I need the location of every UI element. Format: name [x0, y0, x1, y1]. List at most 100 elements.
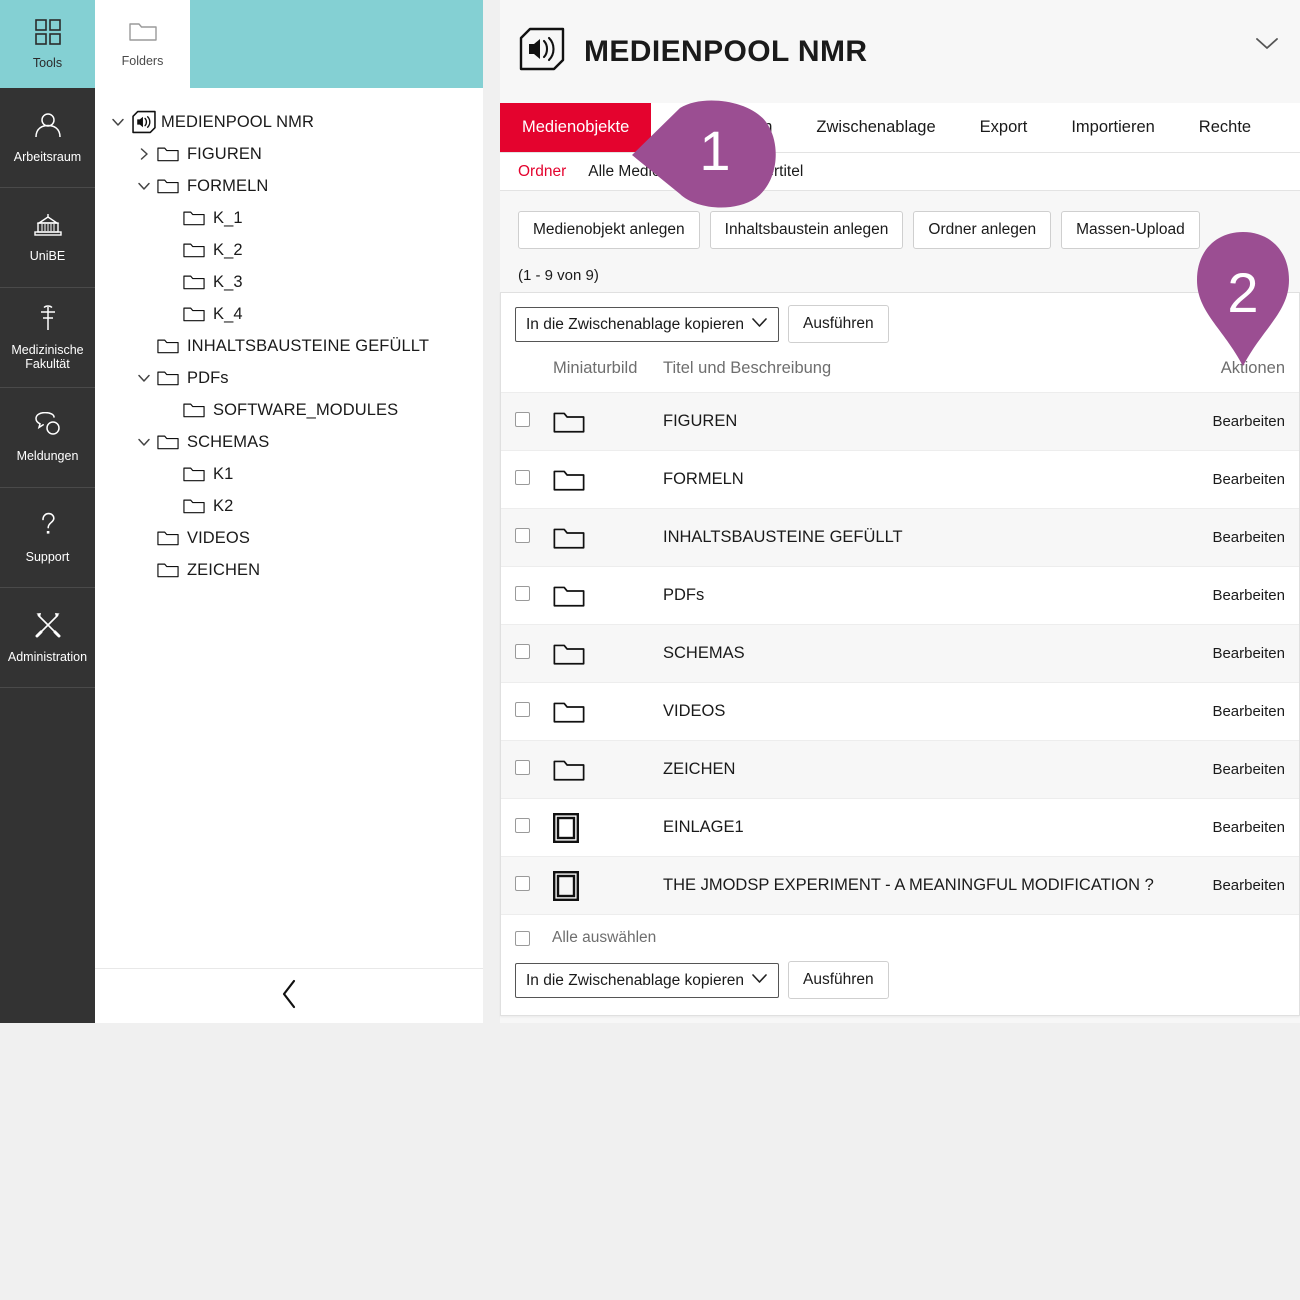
row-title[interactable]: INHALTSBAUSTEINE GEFÜLLT	[663, 528, 903, 546]
row-checkbox[interactable]	[515, 817, 530, 833]
row-checkbox[interactable]	[515, 411, 530, 427]
tab-zwischenablage[interactable]: Zwischenablage	[794, 103, 957, 152]
row-edit-link[interactable]: Bearbeiten	[1212, 471, 1285, 488]
row-edit-link[interactable]: Bearbeiten	[1212, 877, 1285, 894]
tab-export[interactable]: Export	[958, 103, 1050, 152]
tree-node-formeln[interactable]: FORMELN	[95, 170, 483, 202]
row-title[interactable]: FIGUREN	[663, 412, 738, 430]
table-row: INHALTSBAUSTEINE GEFÜLLT Bearbeiten	[501, 508, 1299, 566]
row-title[interactable]: EINLAGE1	[663, 818, 744, 836]
tree-node-label: K_2	[213, 240, 243, 259]
button-inhaltsbaustein-anlegen[interactable]: Inhaltsbaustein anlegen	[709, 211, 904, 249]
tab-rechte[interactable]: Rechte	[1177, 103, 1273, 152]
row-edit-link[interactable]: Bearbeiten	[1212, 587, 1285, 604]
subtab-ordner[interactable]: Ordner	[518, 163, 566, 181]
rail-label-medizinische-fakultaet: Medizinische Fakultät	[11, 343, 84, 371]
row-title[interactable]: ZEICHEN	[663, 760, 736, 778]
rail-item-administration[interactable]: Administration	[0, 588, 95, 688]
tree-node-figuren[interactable]: FIGUREN	[95, 138, 483, 170]
row-checkbox[interactable]	[515, 643, 530, 659]
row-checkbox[interactable]	[515, 585, 530, 601]
row-checkbox[interactable]	[515, 875, 530, 891]
tree-node-videos[interactable]: VIDEOS	[95, 522, 483, 554]
rail-item-arbeitsraum[interactable]: Arbeitsraum	[0, 88, 95, 188]
table-toolbar-top: In die Zwischenablage kopieren Ausführen	[501, 293, 1299, 353]
chevron-down-icon[interactable]	[131, 179, 157, 193]
row-checkbox-cell	[515, 701, 553, 722]
chevron-down-icon[interactable]	[105, 115, 131, 129]
tree-node-k-4[interactable]: K_4	[95, 298, 483, 330]
row-edit-link[interactable]: Bearbeiten	[1212, 819, 1285, 836]
tree-node-pdfs[interactable]: PDFs	[95, 362, 483, 394]
tree-node-zeichen[interactable]: ZEICHEN	[95, 554, 483, 586]
main-tabs: Medienobjekte Einstellungen Zwischenablage…	[500, 103, 1300, 153]
tree-collapse-button[interactable]	[95, 968, 483, 1023]
sub-tabs: Ordner Alle Medienobjekte Untertitel	[500, 153, 1300, 191]
table-row: ZEICHEN Bearbeiten	[501, 740, 1299, 798]
subtab-alle-medienobjekte[interactable]: Alle Medienobjekte	[588, 163, 719, 181]
tree-node-k-2[interactable]: K_2	[95, 234, 483, 266]
tab-einstellungen[interactable]: Einstellungen	[651, 103, 794, 152]
row-edit-link[interactable]: Bearbeiten	[1212, 645, 1285, 662]
select-all-checkbox[interactable]	[515, 930, 530, 946]
tree-node-label: FORMELN	[187, 176, 269, 195]
rail-item-unibe[interactable]: UniBE	[0, 188, 95, 288]
rail-item-meldungen[interactable]: Meldungen	[0, 388, 95, 488]
row-title[interactable]: SCHEMAS	[663, 644, 745, 662]
execute-button-top[interactable]: Ausführen	[788, 305, 889, 343]
subtab-untertitel[interactable]: Untertitel	[741, 163, 803, 181]
pagination-count: (1 - 9 von 9)	[518, 267, 599, 284]
grid-icon	[34, 18, 61, 48]
row-edit-link[interactable]: Bearbeiten	[1212, 413, 1285, 430]
button-ordner-anlegen[interactable]: Ordner anlegen	[913, 211, 1052, 249]
tree-node-medienpool-nmr[interactable]: MEDIENPOOL NMR	[95, 106, 483, 138]
chevron-right-icon[interactable]	[131, 147, 157, 161]
tab-label: Einstellungen	[673, 118, 773, 136]
row-title[interactable]: FORMELN	[663, 470, 744, 488]
tree-node-label: K_1	[213, 208, 243, 227]
tree-node-schemas[interactable]: SCHEMAS	[95, 426, 483, 458]
row-checkbox[interactable]	[515, 469, 530, 485]
media-object-icon	[553, 870, 663, 901]
bulk-action-select-bottom[interactable]: In die Zwischenablage kopieren	[515, 962, 779, 998]
row-edit-link[interactable]: Bearbeiten	[1212, 761, 1285, 778]
button-massen-upload[interactable]: Massen-Upload	[1061, 211, 1200, 249]
tree-node-software-modules[interactable]: SOFTWARE_MODULES	[95, 394, 483, 426]
bulk-action-select-top[interactable]: In die Zwischenablage kopieren	[515, 306, 779, 342]
rail-item-medizinische-fakultaet[interactable]: Medizinische Fakultät	[0, 288, 95, 388]
tree-node-label: K_3	[213, 272, 243, 291]
row-title[interactable]: THE JMODSP EXPERIMENT - A MEANINGFUL MOD…	[663, 876, 1154, 894]
rail-label-support: Support	[25, 550, 70, 564]
folder-icon	[183, 401, 211, 419]
rail-item-tools[interactable]: Tools	[0, 0, 95, 88]
row-edit-link[interactable]: Bearbeiten	[1212, 529, 1285, 546]
folder-icon	[553, 583, 663, 609]
folder-icon	[183, 465, 211, 483]
chevron-down-icon[interactable]	[1252, 267, 1278, 287]
tree-node-k-3[interactable]: K_3	[95, 266, 483, 298]
row-title[interactable]: PDFs	[663, 586, 705, 604]
chevron-down-icon[interactable]	[131, 371, 157, 385]
tab-importieren[interactable]: Importieren	[1049, 103, 1176, 152]
row-checkbox-cell	[515, 469, 553, 490]
execute-button-bottom[interactable]: Ausführen	[788, 961, 889, 999]
row-checkbox[interactable]	[515, 759, 530, 775]
tree-node-inhaltsbausteine-gef-llt[interactable]: INHALTSBAUSTEINE GEFÜLLT	[95, 330, 483, 362]
bulk-action-select-wrap-bottom: In die Zwischenablage kopieren	[515, 962, 779, 998]
rail-item-support[interactable]: Support	[0, 488, 95, 588]
chevron-down-icon[interactable]	[131, 435, 157, 449]
row-edit-link[interactable]: Bearbeiten	[1212, 703, 1285, 720]
tree-node-k-1[interactable]: K_1	[95, 202, 483, 234]
tab-medienobjekte[interactable]: Medienobjekte	[500, 103, 652, 152]
chevron-down-icon[interactable]	[1254, 36, 1280, 57]
row-checkbox-cell	[515, 527, 553, 548]
folder-icon	[553, 757, 663, 783]
row-checkbox[interactable]	[515, 527, 530, 543]
row-title[interactable]: VIDEOS	[663, 702, 726, 720]
tab-folders[interactable]: Folders	[95, 0, 190, 88]
folder-icon	[553, 699, 663, 725]
tree-node-k2[interactable]: K2	[95, 490, 483, 522]
row-checkbox[interactable]	[515, 701, 530, 717]
tree-node-k1[interactable]: K1	[95, 458, 483, 490]
button-medienobjekt-anlegen[interactable]: Medienobjekt anlegen	[518, 211, 700, 249]
